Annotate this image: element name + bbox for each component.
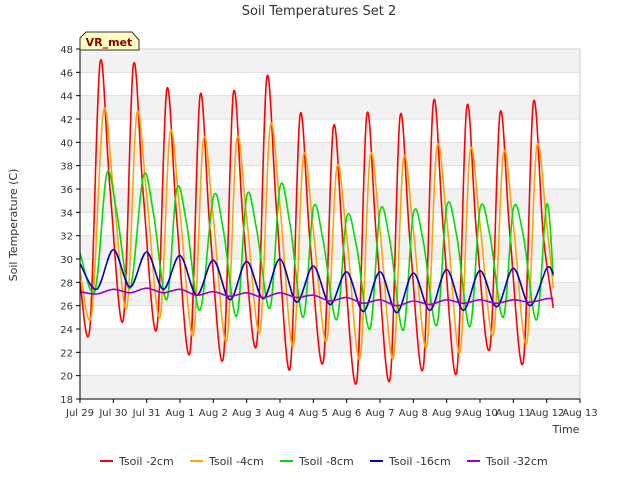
grid-band [80,235,580,259]
y-tick-label: 18 [60,395,73,406]
x-tick-label: Aug 13 [562,408,597,419]
x-tick-label: Aug 3 [232,408,261,419]
plot-area [80,49,580,399]
x-tick-label: Aug 7 [365,408,394,419]
x-tick-label: Aug 11 [496,408,531,419]
y-tick-label: 34 [60,208,73,219]
legend: Tsoil -2cm Tsoil -4cm Tsoil -8cm Tsoil -16c… [100,455,548,468]
series-line-tsoil-4cm [79,107,555,361]
y-tick-label: 30 [60,255,73,266]
chart-title: Soil Temperatures Set 2 [242,4,397,19]
y-tick-label: 48 [60,45,73,56]
y-tick-label: 24 [60,325,73,336]
y-tick-label: 44 [60,92,73,103]
station-label-box: VR_met [79,31,140,51]
y-tick-label: 46 [60,68,73,79]
station-label: VR_met [86,36,133,49]
x-tick-label: Aug 9 [432,408,461,419]
y-tick-label: 32 [60,232,73,243]
y-axis-label: Soil Temperature (C) [7,169,20,282]
legend-label: Tsoil -2cm [118,455,174,468]
y-axis-ticks: 18 20 22 24 26 28 30 32 34 36 38 40 42 44 46 48 [60,45,80,406]
x-tick-label: Aug 10 [462,408,497,419]
grid-band [80,95,580,119]
station-label-tag [79,31,140,51]
series-line-tsoil-8cm [79,170,555,332]
series-line-tsoil-32cm [79,287,554,307]
x-tick-label: Jul 29 [65,408,94,419]
legend-label: Tsoil -4cm [208,455,264,468]
x-tick-label: Aug 5 [299,408,328,419]
legend-label: Tsoil -8cm [298,455,354,468]
y-tick-label: 36 [60,185,73,196]
y-tick-label: 26 [60,302,73,313]
x-axis-ticks: Jul 29 Jul 30 Jul 31 Aug 1 Aug 2 Aug 3 Aug 4 Au… [65,399,598,419]
x-axis-label: Time [552,423,580,436]
legend-label: Tsoil -16cm [388,455,451,468]
y-tick-label: 20 [60,372,73,383]
x-tick-label: Aug 12 [529,408,564,419]
series-line-tsoil-2cm [79,59,555,386]
x-tick-label: Jul 31 [132,408,161,419]
legend-label: Tsoil -32cm [485,455,548,468]
y-tick-label: 22 [60,348,73,359]
y-tick-label: 38 [60,162,73,173]
x-tick-label: Aug 8 [399,408,428,419]
y-tick-label: 40 [60,138,73,149]
y-tick-label: 42 [60,115,73,126]
x-tick-label: Aug 4 [265,408,294,419]
x-tick-label: Jul 30 [98,408,127,419]
series-line-tsoil-16cm [79,248,554,314]
x-tick-label: Aug 1 [165,408,194,419]
x-tick-label: Aug 6 [332,408,361,419]
grid-band [80,49,580,73]
axes [79,48,581,400]
y-tick-label: 28 [60,278,73,289]
series-lines [79,59,555,386]
grid-band [80,375,580,399]
grid-band [80,329,580,353]
x-tick-label: Aug 2 [199,408,228,419]
